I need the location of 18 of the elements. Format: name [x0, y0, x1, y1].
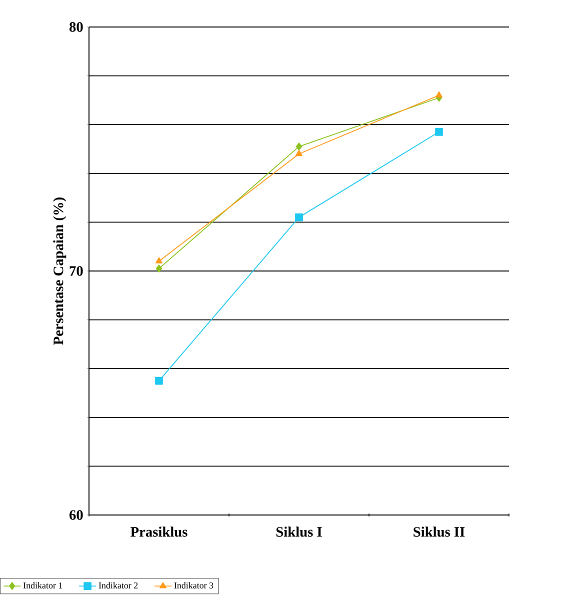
y-tick-label: 80: [69, 22, 83, 32]
point: [296, 150, 302, 156]
legend-label: Indikator 1: [23, 582, 62, 588]
point: [296, 142, 302, 150]
point: [435, 128, 443, 136]
y-axis-title: Persentase Capaian (%): [53, 198, 66, 345]
y-tick-label: 70: [70, 266, 83, 276]
legend-label: Indikator 3: [174, 582, 214, 588]
legend-label: Indikator 2: [98, 582, 138, 588]
point: [295, 213, 303, 222]
x-tick-label: Siklus II: [414, 526, 465, 537]
point: [436, 91, 442, 98]
point: [156, 257, 162, 264]
point: [155, 376, 163, 385]
point: [156, 264, 162, 272]
x-tick-label: Prasiklus: [130, 526, 188, 537]
x-tick-label: Siklus I: [276, 526, 322, 537]
y-tick-label: 60: [69, 510, 83, 520]
